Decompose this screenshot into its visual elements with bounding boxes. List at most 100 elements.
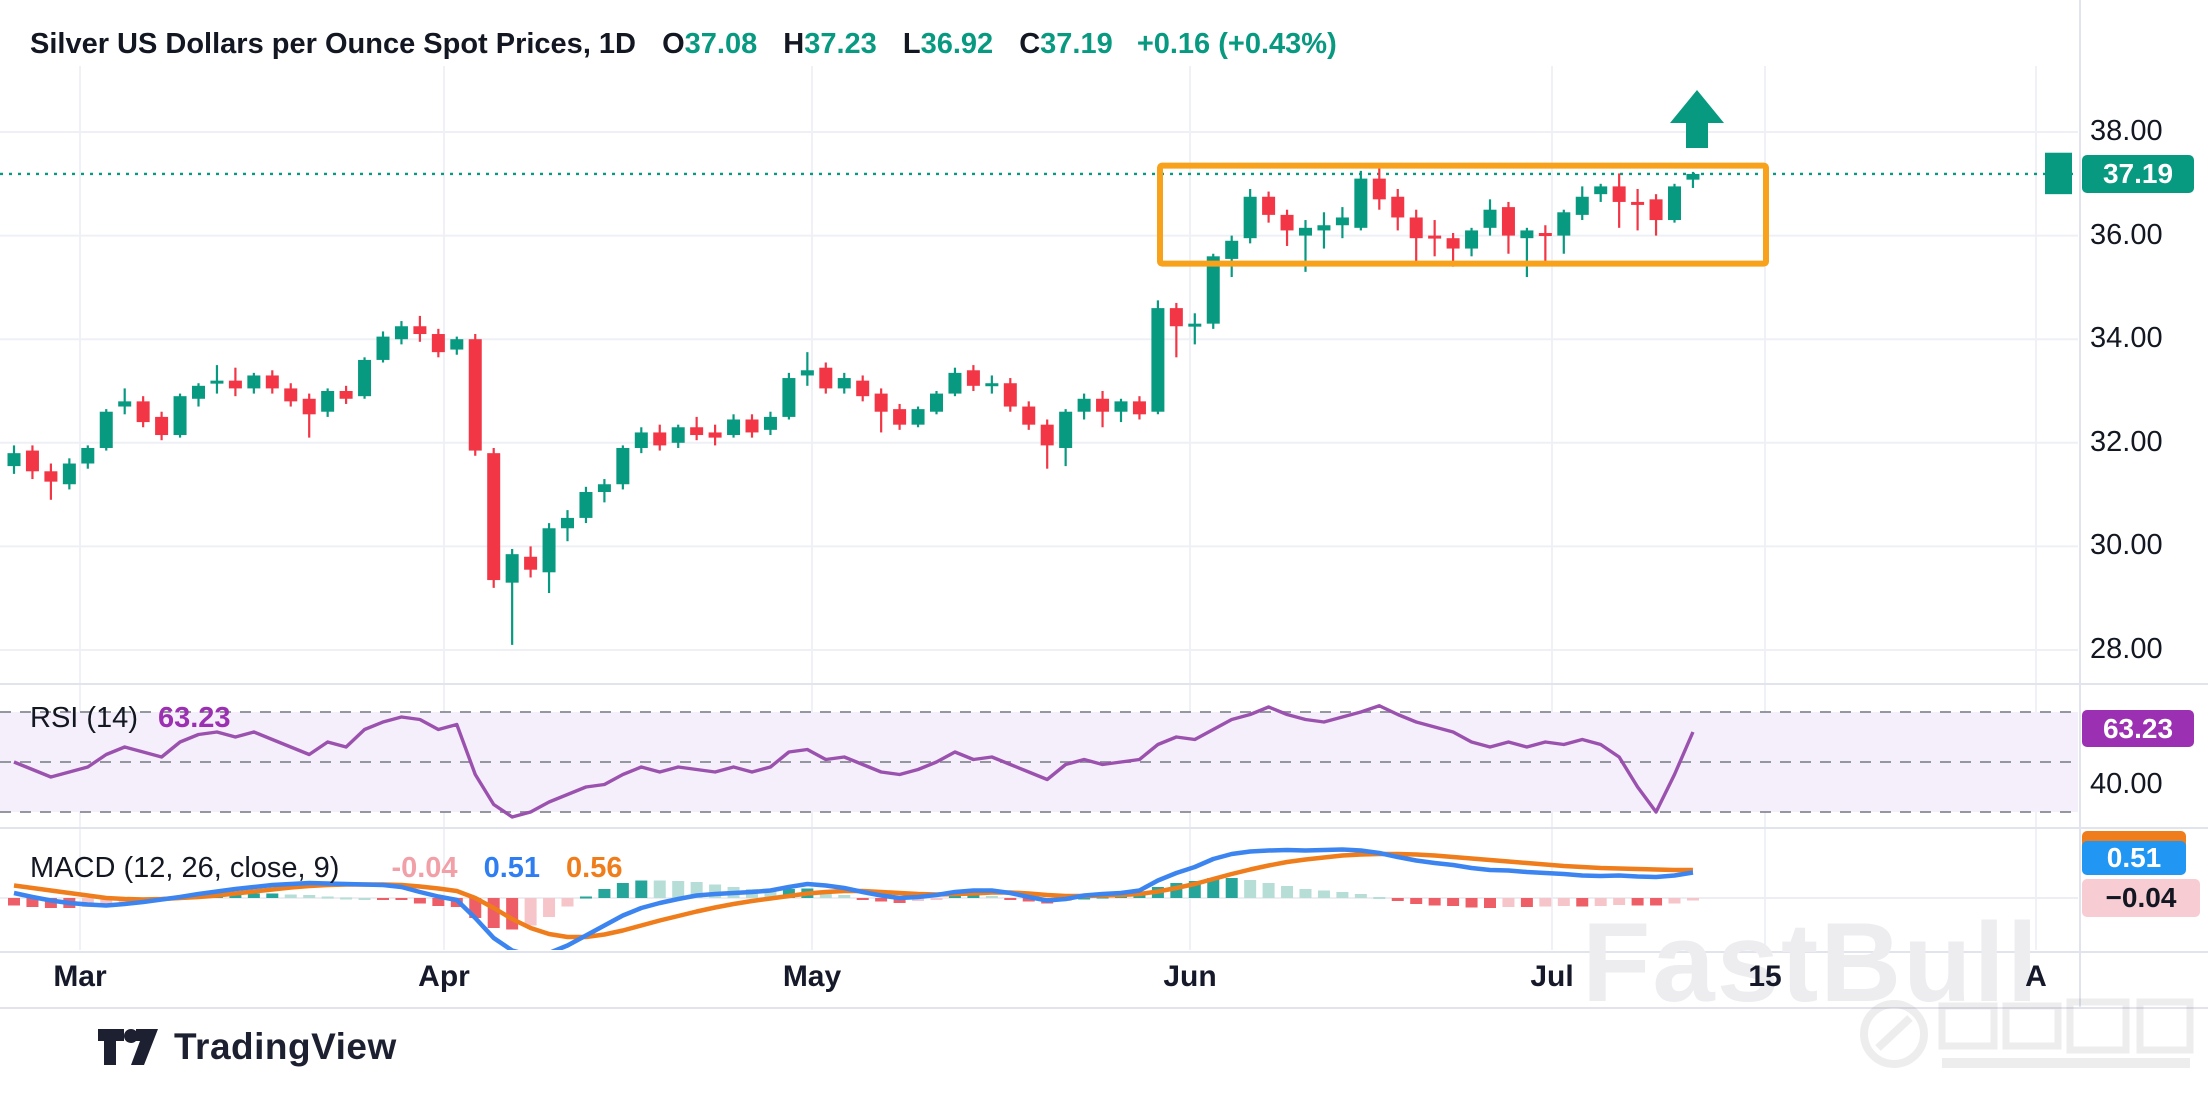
candle-body: [1428, 235, 1442, 239]
macd-histogram-bar: [1613, 898, 1626, 905]
candle-body: [468, 339, 482, 451]
open-value: 37.08: [684, 28, 758, 60]
candle-body: [763, 416, 777, 430]
candle-body: [911, 409, 925, 425]
price-pane[interactable]: [0, 90, 2078, 645]
candle-body: [394, 326, 408, 340]
candle-body: [966, 370, 980, 386]
candle-body: [1446, 238, 1460, 249]
candle-body: [1169, 308, 1183, 327]
time-axis-label: Jul: [1530, 960, 1574, 993]
macd-histogram-bar: [1281, 886, 1294, 898]
macd-histogram-bar: [1078, 897, 1091, 900]
candle-body: [25, 450, 39, 472]
candle-body: [1003, 383, 1017, 407]
rsi-label-value: 63.23: [157, 702, 231, 734]
macd-histogram-bar: [598, 889, 611, 898]
macd-histogram-bar: [1539, 898, 1552, 907]
macd-histogram-bar: [875, 898, 888, 902]
low-value: 36.92: [920, 28, 994, 60]
macd-histogram-bar: [1391, 898, 1404, 901]
candle-body: [1280, 214, 1294, 231]
close-value: 37.19: [1040, 28, 1113, 60]
open-label: O: [662, 28, 685, 60]
candle-body: [1262, 196, 1276, 215]
candle-body: [856, 380, 870, 397]
tradingview-logo[interactable]: TradingView: [96, 1026, 397, 1068]
macd-histogram-bar: [1022, 898, 1035, 902]
candle-body: [819, 367, 833, 389]
macd-histogram-bar: [856, 898, 869, 900]
macd-histogram-bar: [284, 894, 297, 898]
candle-body: [1022, 406, 1036, 425]
macd-histogram-bar: [432, 898, 445, 906]
symbol-title: Silver US Dollars per Ounce Spot Prices,…: [30, 28, 636, 60]
macd-histogram-bar: [579, 896, 592, 899]
candle-body: [1465, 230, 1479, 249]
macd-histogram-bar: [395, 898, 408, 900]
macd-histogram-bar: [1557, 898, 1570, 906]
macd-histogram-bar: [930, 898, 943, 900]
candle-body: [893, 409, 907, 425]
macd-histogram-bar: [1410, 898, 1423, 904]
macd-histogram-bar: [1225, 878, 1238, 898]
macd-histogram-bar: [1262, 883, 1275, 898]
high-value: 37.23: [804, 28, 877, 60]
macd-histogram-bar: [764, 890, 777, 898]
candle-body: [228, 380, 242, 389]
candle-body: [579, 492, 593, 518]
candle-body: [1391, 196, 1405, 218]
price-axis-label: 36.00: [2090, 218, 2163, 251]
candle-body: [985, 383, 999, 387]
macd-histogram-bar: [44, 898, 57, 908]
low-label: L: [902, 28, 921, 60]
candle-body: [561, 517, 574, 529]
symbol-title-row: Silver US Dollars per Ounce Spot Prices,…: [30, 28, 1337, 61]
candle-body: [1059, 411, 1073, 448]
rsi-indicator-label[interactable]: RSI (14) 63.23: [30, 702, 231, 735]
macd-histogram-bar: [1465, 898, 1478, 908]
macd-histogram-bar: [1686, 898, 1699, 901]
macd-histogram-bar: [635, 880, 648, 898]
candle-body: [1317, 225, 1331, 231]
macd-histogram-bar: [358, 898, 371, 900]
time-axis-label: Mar: [53, 960, 107, 993]
candle-body: [1668, 186, 1681, 221]
macd-histogram-bar: [1668, 898, 1681, 904]
price-axis-label: 28.00: [2090, 633, 2163, 665]
price-axis-label: 32.00: [2090, 425, 2163, 458]
candle-body: [1409, 217, 1423, 239]
macd-signal-value: 0.56: [566, 852, 623, 884]
macd-label-text: MACD (12, 26, close, 9): [30, 852, 340, 884]
macd-histogram-bar: [782, 889, 795, 898]
macd-pane[interactable]: [0, 847, 2078, 956]
consolidation-box-annotation[interactable]: [1157, 162, 1769, 267]
macd-histogram-bar: [819, 891, 832, 898]
macd-histogram-bar: [1428, 898, 1441, 906]
macd-indicator-label[interactable]: MACD (12, 26, close, 9) -0.04 0.51 0.56: [30, 852, 622, 885]
candle-body: [690, 427, 704, 436]
macd-histogram-bar: [543, 898, 556, 917]
candle-body: [1114, 401, 1128, 412]
candle-body: [431, 334, 445, 353]
candle-body: [450, 339, 464, 350]
time-axis-label: 15: [1748, 960, 1782, 993]
macd-histogram-bar: [948, 896, 961, 898]
price-axis-label: 34.00: [2090, 322, 2163, 355]
macd-line: [13, 847, 1694, 950]
price-axis-label: 30.00: [2090, 529, 2163, 562]
up-arrow-annotation[interactable]: [1670, 90, 1724, 148]
candle-body: [524, 556, 538, 570]
candle-body: [1299, 227, 1312, 236]
macd-histogram-bar: [1576, 898, 1589, 907]
rsi-pane[interactable]: [0, 704, 2078, 819]
macd-histogram-bar: [1520, 898, 1533, 907]
macd-histogram-bar: [1004, 898, 1017, 900]
candle-body: [265, 375, 279, 389]
candle-body: [708, 432, 722, 438]
candle-body: [874, 393, 888, 412]
macd-histogram-bar: [8, 898, 20, 906]
candle-body: [1243, 196, 1257, 239]
candle-body: [745, 419, 759, 433]
